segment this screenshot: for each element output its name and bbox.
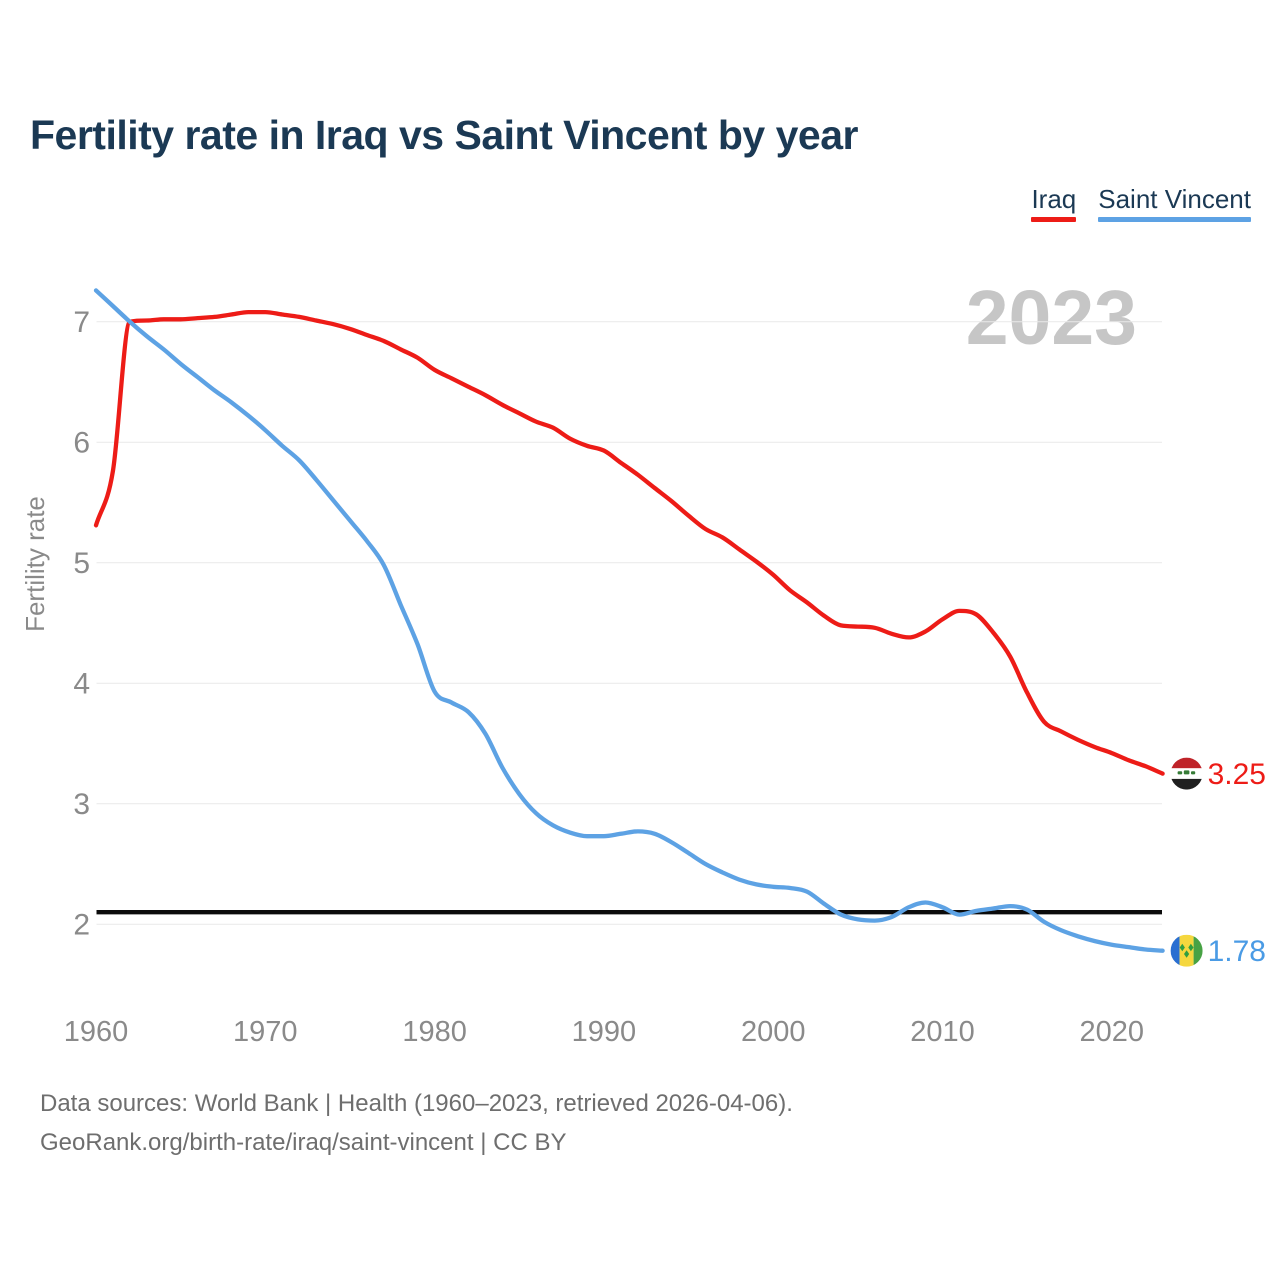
x-tick-label-1990: 1990 [572,1016,637,1048]
y-tick-label-4: 4 [73,668,90,701]
y-tick-label-3: 3 [73,788,90,821]
x-tick-label-2000: 2000 [741,1016,806,1048]
x-tick-label-1980: 1980 [402,1016,467,1048]
y-tick-label-5: 5 [73,547,90,580]
x-axis-tick-labels: 1960 1970 1980 1990 2000 2010 2020 [64,1016,1144,1048]
iraq-line[interactable] [93,309,1165,776]
saint-vincent-flag-icon [1170,934,1203,967]
watermark-year: 2023 [966,275,1137,361]
series-lines [93,288,1165,953]
y-tick-label-6: 6 [73,427,90,460]
y-axis-title: Fertility rate [20,496,50,632]
end-value-iraq: 3.25 [1208,758,1266,791]
legend-item-iraq[interactable]: Iraq [1031,184,1077,222]
legend-item-saint-vincent[interactable]: Saint Vincent [1098,186,1251,222]
legend-label-saint-vincent: Saint Vincent [1098,184,1251,214]
legend-label-iraq: Iraq [1031,184,1077,214]
end-value-labels: 3.25 1.78 [1208,758,1266,968]
y-tick-label-7: 7 [73,306,90,339]
footer-line-license: GeoRank.org/birth-rate/iraq/saint-vincen… [40,1129,567,1156]
saint-vincent-line[interactable] [93,288,1165,953]
x-tick-label-1970: 1970 [233,1016,298,1048]
footer-attribution: Data sources: World Bank | Health (1960–… [40,1084,793,1162]
page-title: Fertility rate in Iraq vs Saint Vincent … [30,112,858,158]
legend-swatch-saint-vincent [1098,217,1251,222]
gridlines [96,321,1162,925]
x-tick-label-2020: 2020 [1080,1016,1145,1048]
x-tick-label-1960: 1960 [64,1016,129,1048]
x-tick-label-2010: 2010 [910,1016,975,1048]
legend-swatch-iraq [1031,217,1077,222]
end-value-saint-vincent: 1.78 [1208,935,1266,968]
y-tick-label-2: 2 [73,909,90,942]
legend: Iraq Saint Vincent [1031,186,1251,222]
iraq-flag-icon [1170,757,1203,790]
footer-line-sources: Data sources: World Bank | Health (1960–… [40,1090,793,1117]
y-axis-tick-labels: 2 3 4 5 6 7 [73,306,90,942]
